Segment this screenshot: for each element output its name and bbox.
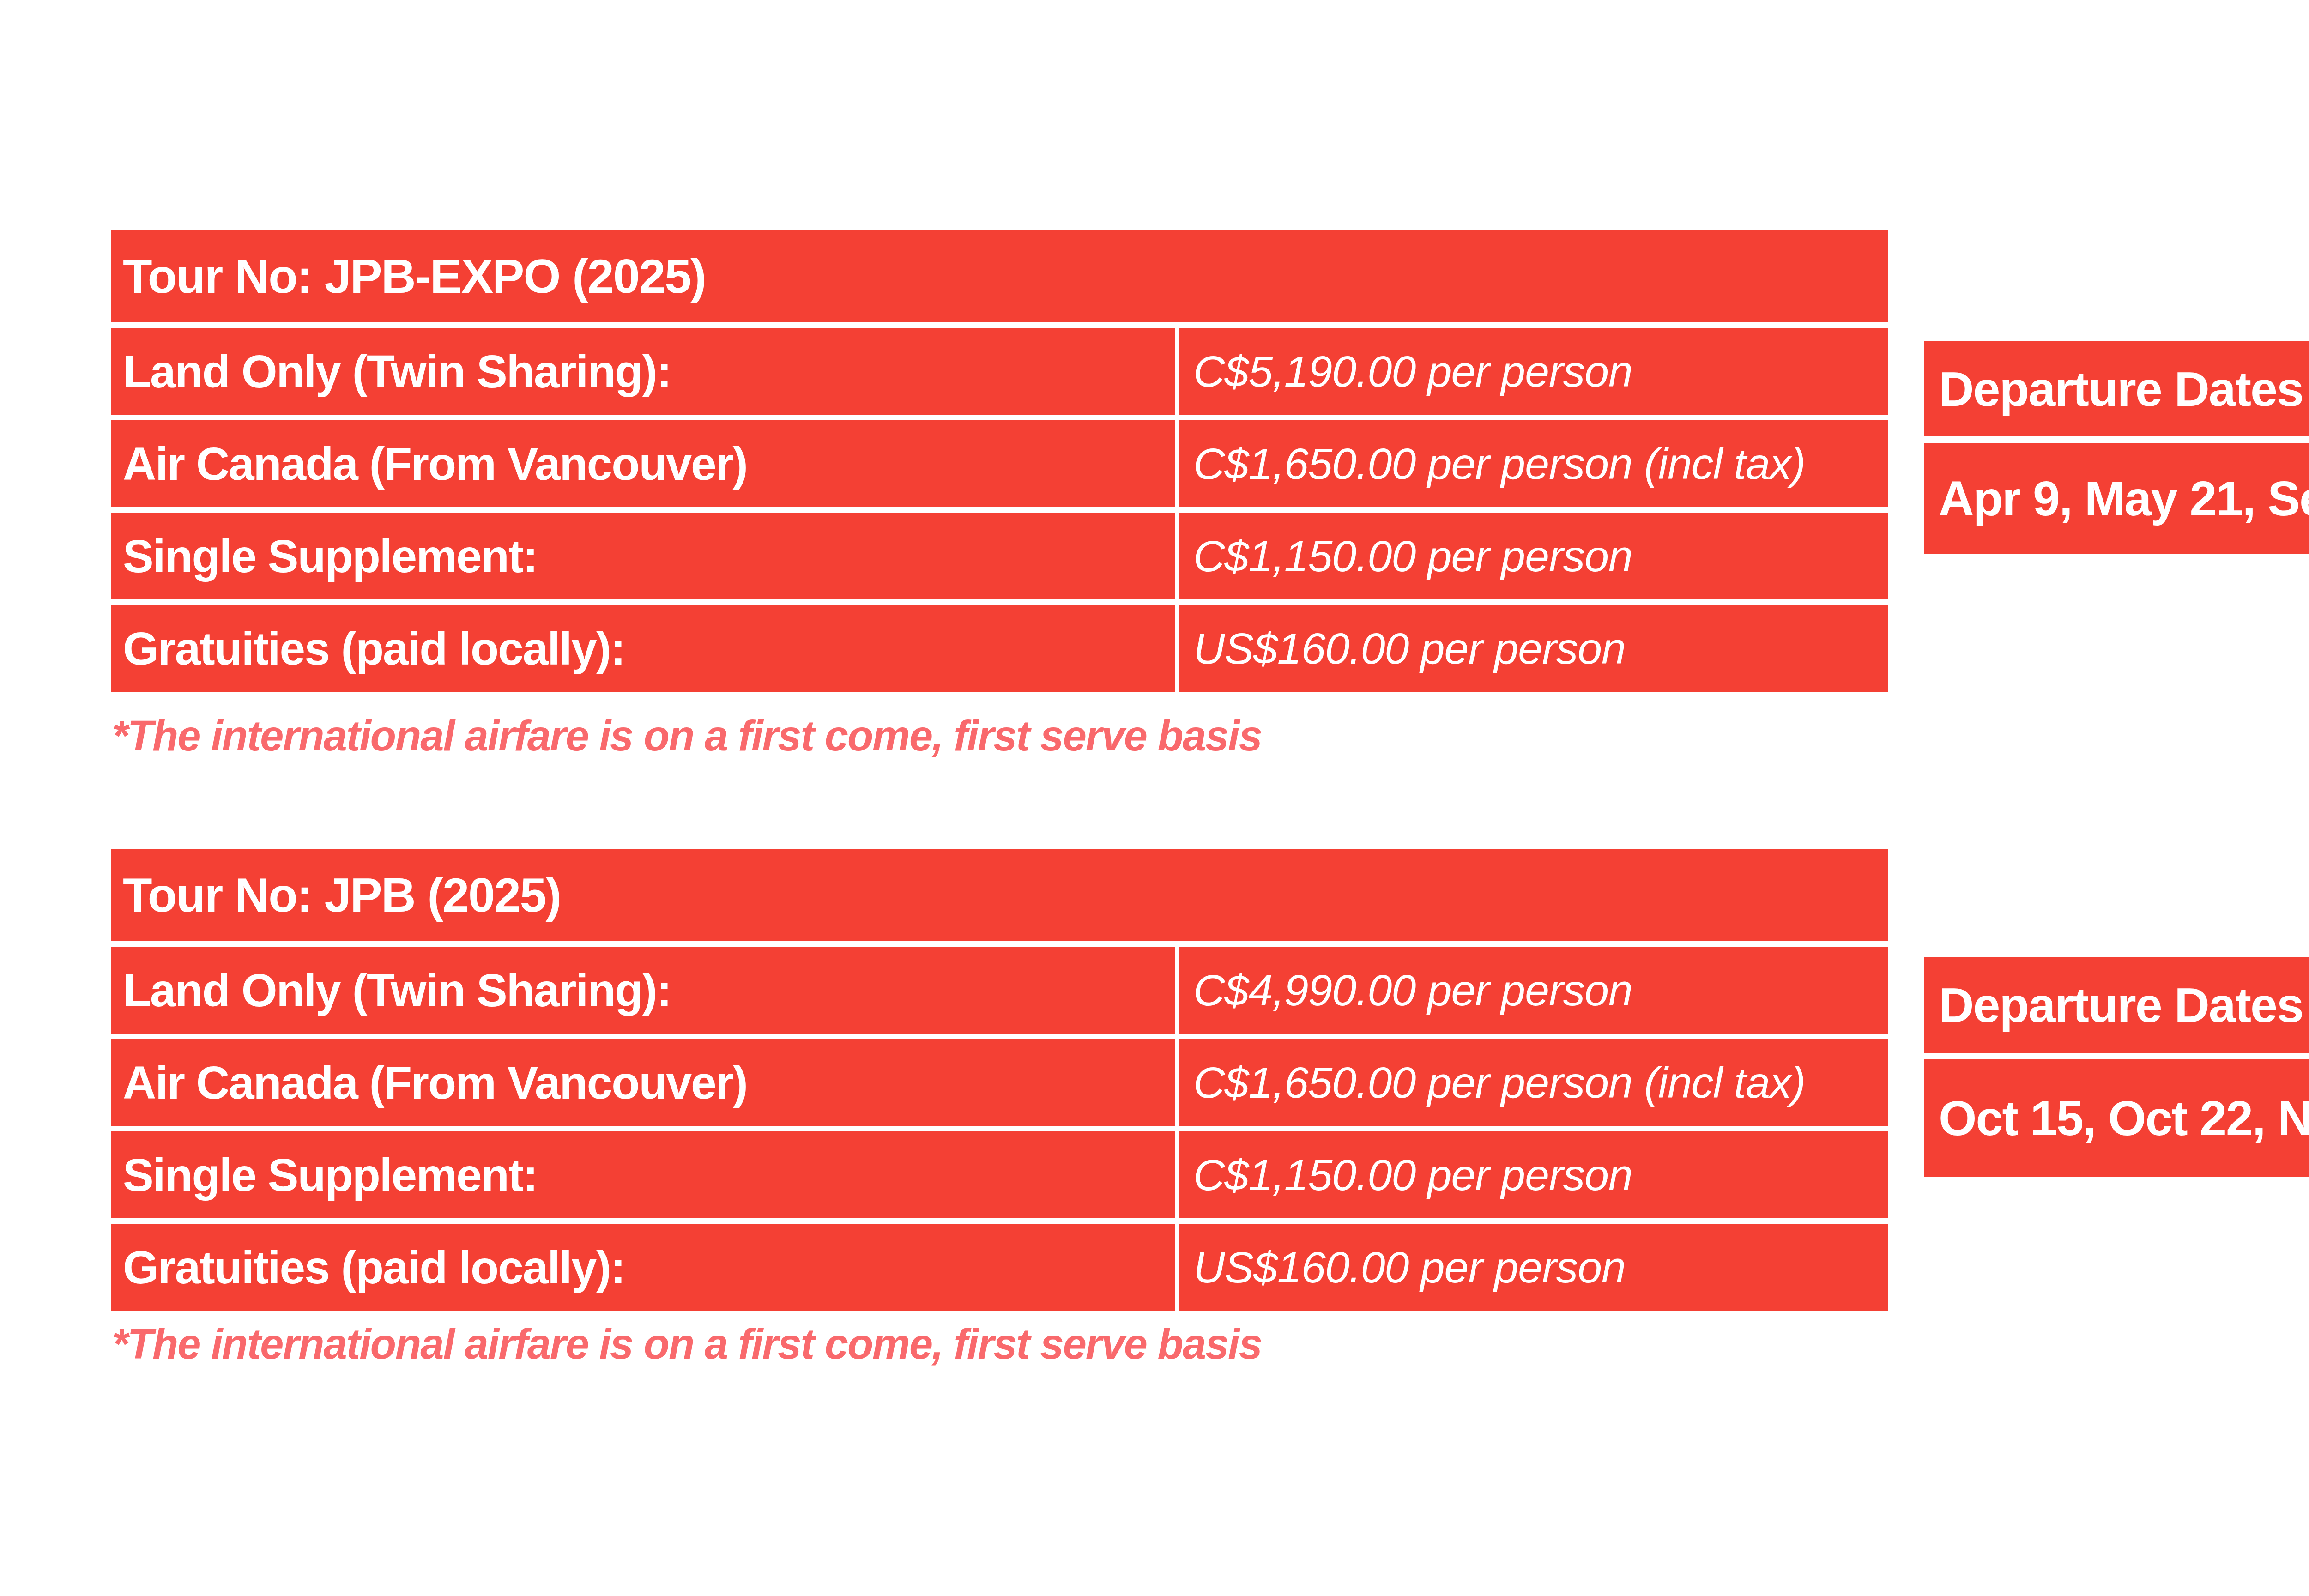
- table-row: Gratuities (paid locally): US$160.00 per…: [111, 605, 1888, 692]
- table-header: Tour No: JPB-EXPO (2025): [111, 230, 1888, 322]
- table-header-label: Tour No: JPB-EXPO (2025): [123, 249, 706, 304]
- departure-header: Departure Dates (From Canada):: [1924, 957, 2309, 1053]
- table-row: Land Only (Twin Sharing): C$5,190.00 per…: [111, 328, 1888, 415]
- table-row: Single Supplement: C$1,150.00 per person: [111, 513, 1888, 599]
- price-label: Single Supplement:: [111, 513, 1175, 599]
- departure-header: Departure Dates (From Canada):: [1924, 341, 2309, 436]
- price-label: Gratuities (paid locally):: [111, 1224, 1175, 1311]
- departure-dates-box: Departure Dates (From Canada): Oct 15, O…: [1924, 957, 2309, 1177]
- flyer-canvas: Tour No: JPB-EXPO (2025) Land Only (Twin…: [0, 0, 2309, 1596]
- table-row: Air Canada (From Vancouver) C$1,650.00 p…: [111, 420, 1888, 507]
- table-row: Land Only (Twin Sharing): C$4,990.00 per…: [111, 947, 1888, 1034]
- table-header-label: Tour No: JPB (2025): [123, 868, 561, 923]
- price-value: US$160.00 per person: [1179, 605, 1888, 692]
- price-value: US$160.00 per person: [1179, 1224, 1888, 1311]
- price-value: C$1,150.00 per person: [1179, 1131, 1888, 1218]
- price-label: Gratuities (paid locally):: [111, 605, 1175, 692]
- table-row: Air Canada (From Vancouver) C$1,650.00 p…: [111, 1039, 1888, 1126]
- price-value: C$1,650.00 per person (incl tax): [1179, 1039, 1888, 1126]
- price-value: C$4,990.00 per person: [1179, 947, 1888, 1034]
- departure-dates: Apr 9, May 21, Sep 10: [1924, 443, 2309, 554]
- tour-table-jpb: Tour No: JPB (2025) Land Only (Twin Shar…: [111, 849, 1888, 1311]
- price-value: C$1,650.00 per person (incl tax): [1179, 420, 1888, 507]
- airfare-footnote: *The international airfare is on a first…: [112, 706, 1262, 766]
- table-header: Tour No: JPB (2025): [111, 849, 1888, 941]
- price-label: Single Supplement:: [111, 1131, 1175, 1218]
- table-row: Single Supplement: C$1,150.00 per person: [111, 1131, 1888, 1218]
- tour-table-jpb-expo: Tour No: JPB-EXPO (2025) Land Only (Twin…: [111, 230, 1888, 692]
- departure-dates: Oct 15, Oct 22, Nov 4: [1924, 1059, 2309, 1177]
- price-label: Air Canada (From Vancouver): [111, 420, 1175, 507]
- price-label: Land Only (Twin Sharing):: [111, 328, 1175, 415]
- departure-dates-box: Departure Dates (From Canada): Apr 9, Ma…: [1924, 341, 2309, 554]
- price-label: Air Canada (From Vancouver): [111, 1039, 1175, 1126]
- price-label: Land Only (Twin Sharing):: [111, 947, 1175, 1034]
- price-value: C$5,190.00 per person: [1179, 328, 1888, 415]
- airfare-footnote: *The international airfare is on a first…: [112, 1314, 1262, 1374]
- table-row: Gratuities (paid locally): US$160.00 per…: [111, 1224, 1888, 1311]
- price-value: C$1,150.00 per person: [1179, 513, 1888, 599]
